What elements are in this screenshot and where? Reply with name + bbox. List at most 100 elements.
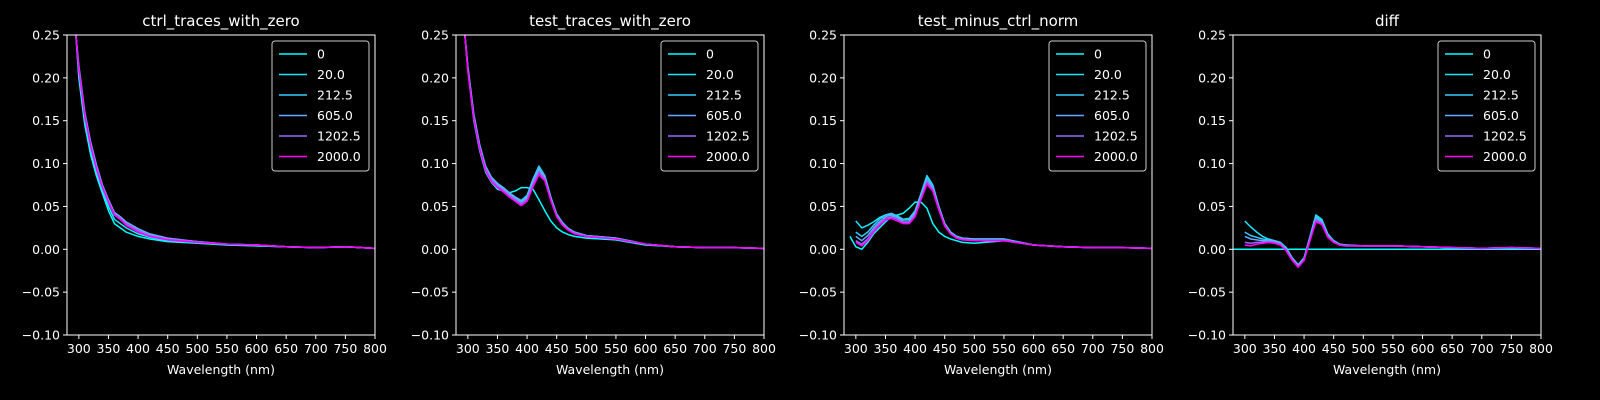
x-tick-label: 750 [722,341,746,356]
y-tick-label: 0.05 [32,199,60,214]
plot-frame [66,34,376,336]
x-tick-label: 350 [874,341,898,356]
y-tick-label: −0.05 [1188,285,1226,300]
x-tick-label: 750 [333,341,357,356]
plot-frame [843,34,1153,336]
x-tick-label: 550 [1381,341,1405,356]
x-tick-label: 400 [515,341,539,356]
y-tick-label: 0.00 [1198,242,1226,257]
legend-label: 0 [1483,47,1491,62]
y-tick-label: −0.05 [22,285,60,300]
y-tick-label: 0.25 [1198,28,1226,43]
y-tick-label: 0.10 [421,156,449,171]
y-tick-label: 0.15 [32,113,60,128]
legend-label: 2000.0 [1094,149,1138,164]
y-tick-label: 0.00 [421,242,449,257]
y-tick-label: 0.25 [421,28,449,43]
legend: 0 20.0 212.5 605.0 1202.5 2000.0 [271,40,370,172]
legend-label: 212.5 [1483,88,1519,103]
y-tick-label: −0.05 [799,285,837,300]
legend-label: 0 [1094,47,1102,62]
x-tick-label: 600 [245,341,269,356]
y-tick-label: 0.20 [421,70,449,85]
legend-label: 605.0 [706,108,742,123]
x-tick-label: 500 [574,341,598,356]
legend-box [1437,40,1536,172]
y-tick-label: 0.25 [32,28,60,43]
legend-label: 605.0 [1483,108,1519,123]
y-tick-label: −0.10 [22,328,60,343]
x-tick-label: 650 [663,341,687,356]
legend-label: 212.5 [1094,88,1130,103]
legend-label: 2000.0 [1483,149,1527,164]
x-tick-label: 800 [752,341,776,356]
legend-label: 1202.5 [1094,129,1138,144]
y-tick-label: 0.20 [1198,70,1226,85]
x-tick-label: 350 [97,341,121,356]
x-tick-label: 800 [1140,341,1164,356]
y-tick-label: 0.25 [809,28,837,43]
x-tick-label: 650 [1051,341,1075,356]
x-tick-label: 700 [1470,341,1494,356]
legend: 0 20.0 212.5 605.0 1202.5 2000.0 [1048,40,1147,172]
legend-label: 1202.5 [1483,129,1527,144]
y-tick-label: −0.10 [411,328,449,343]
legend-label: 1202.5 [317,129,361,144]
series-group [464,35,764,250]
x-tick-label: 550 [215,341,239,356]
chart-title: ctrl_traces_with_zero [142,12,299,31]
legend-box [271,40,370,172]
x-tick-label: 650 [1440,341,1464,356]
legend-label: 2000.0 [317,149,361,164]
x-axis-label: Wavelength (nm) [944,362,1052,377]
x-tick-label: 750 [1499,341,1523,356]
y-tick-label: 0.15 [421,113,449,128]
chart-title: test_traces_with_zero [529,12,691,31]
y-tick-label: 0.20 [32,70,60,85]
series-line-2000_0 [1244,221,1541,269]
legend-label: 0 [317,47,325,62]
x-tick-label: 300 [456,341,480,356]
series-line-2000_0 [855,183,1152,250]
x-tick-label: 650 [274,341,298,356]
legend-box [1048,40,1147,172]
x-tick-label: 450 [933,341,957,356]
y-tick-label: −0.05 [411,285,449,300]
y-tick-label: 0.15 [1198,113,1226,128]
legend-label: 212.5 [317,88,353,103]
x-tick-label: 500 [1351,341,1375,356]
x-tick-label: 300 [1233,341,1257,356]
x-tick-label: 800 [1529,341,1553,356]
x-tick-label: 300 [844,341,868,356]
y-tick-label: 0.10 [809,156,837,171]
x-tick-label: 450 [156,341,180,356]
x-axis-label: Wavelength (nm) [1333,362,1441,377]
legend-label: 2000.0 [706,149,750,164]
x-tick-label: 400 [903,341,927,356]
chart-panel-1: ctrl_traces_with_zero 300 350 400 450 500 550 6… [22,12,387,377]
x-tick-label: 500 [185,341,209,356]
y-tick-label: 0.05 [421,199,449,214]
legend-label: 0 [706,47,714,62]
legend-label: 20.0 [1094,67,1122,82]
series-group [1233,214,1541,269]
y-tick-label: 0.10 [1198,156,1226,171]
x-tick-label: 350 [1263,341,1287,356]
x-axis-label: Wavelength (nm) [556,362,664,377]
chart-title: test_minus_ctrl_norm [918,12,1079,31]
plot-frame [1232,34,1542,336]
x-tick-label: 400 [126,341,150,356]
legend-label: 20.0 [706,67,734,82]
chart-panel-3: test_minus_ctrl_norm 300 350 400 450 500 550 60… [799,12,1164,377]
legend-label: 605.0 [1094,108,1130,123]
chart-title: diff [1375,12,1400,30]
y-tick-label: 0.10 [32,156,60,171]
x-tick-label: 700 [1081,341,1105,356]
x-tick-label: 450 [1322,341,1346,356]
x-tick-label: 750 [1110,341,1134,356]
legend: 0 20.0 212.5 605.0 1202.5 2000.0 [660,40,759,172]
y-tick-label: 0.05 [809,199,837,214]
x-tick-label: 800 [363,341,387,356]
